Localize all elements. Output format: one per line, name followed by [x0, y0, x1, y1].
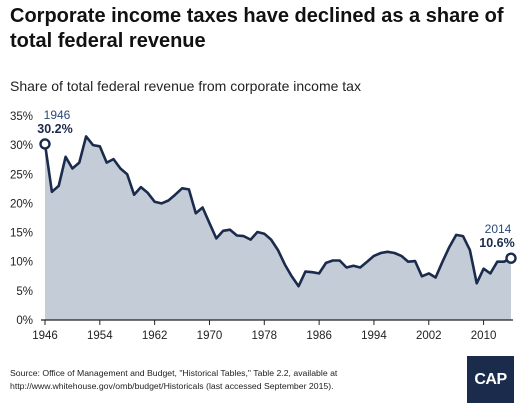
- y-tick-label: 35%: [10, 111, 33, 123]
- chart-subtitle: Share of total federal revenue from corp…: [10, 78, 361, 94]
- x-tick-label: 1978: [251, 330, 277, 342]
- series-line: [43, 135, 512, 288]
- x-tick-label: 1946: [32, 330, 58, 342]
- y-tick-label: 25%: [10, 169, 33, 181]
- endpoint-marker: [505, 252, 517, 264]
- area-fill: [45, 136, 511, 320]
- x-tick-label: 1962: [142, 330, 168, 342]
- y-tick-label: 15%: [10, 228, 33, 240]
- x-tick-label: 1986: [306, 330, 332, 342]
- x-tick-label: 1970: [197, 330, 223, 342]
- annotation-year: 1946: [44, 108, 71, 122]
- x-tick-label: 2002: [416, 330, 442, 342]
- annotation-year: 2014: [485, 222, 512, 236]
- annotation-value: 30.2%: [37, 122, 72, 136]
- y-tick-label: 10%: [10, 257, 33, 269]
- y-tick-label: 30%: [10, 140, 33, 152]
- cap-logo: CAP: [467, 356, 514, 403]
- source-note: Source: Office of Management and Budget,…: [10, 368, 338, 391]
- chart-title: Corporate income taxes have declined as …: [10, 5, 504, 52]
- x-tick-label: 1994: [361, 330, 387, 342]
- x-tick-label: 1954: [87, 330, 113, 342]
- y-tick-label: 0%: [16, 315, 33, 327]
- area-chart: 0% 5% 10% 15% 20% 25% 30% 35% 1946 1954 1962 1970 19…: [10, 108, 517, 342]
- endpoint-marker: [39, 138, 51, 150]
- x-tick-label: 2010: [471, 330, 497, 342]
- y-tick-label: 20%: [10, 198, 33, 210]
- y-tick-label: 5%: [16, 286, 33, 298]
- annotation-value: 10.6%: [479, 236, 514, 250]
